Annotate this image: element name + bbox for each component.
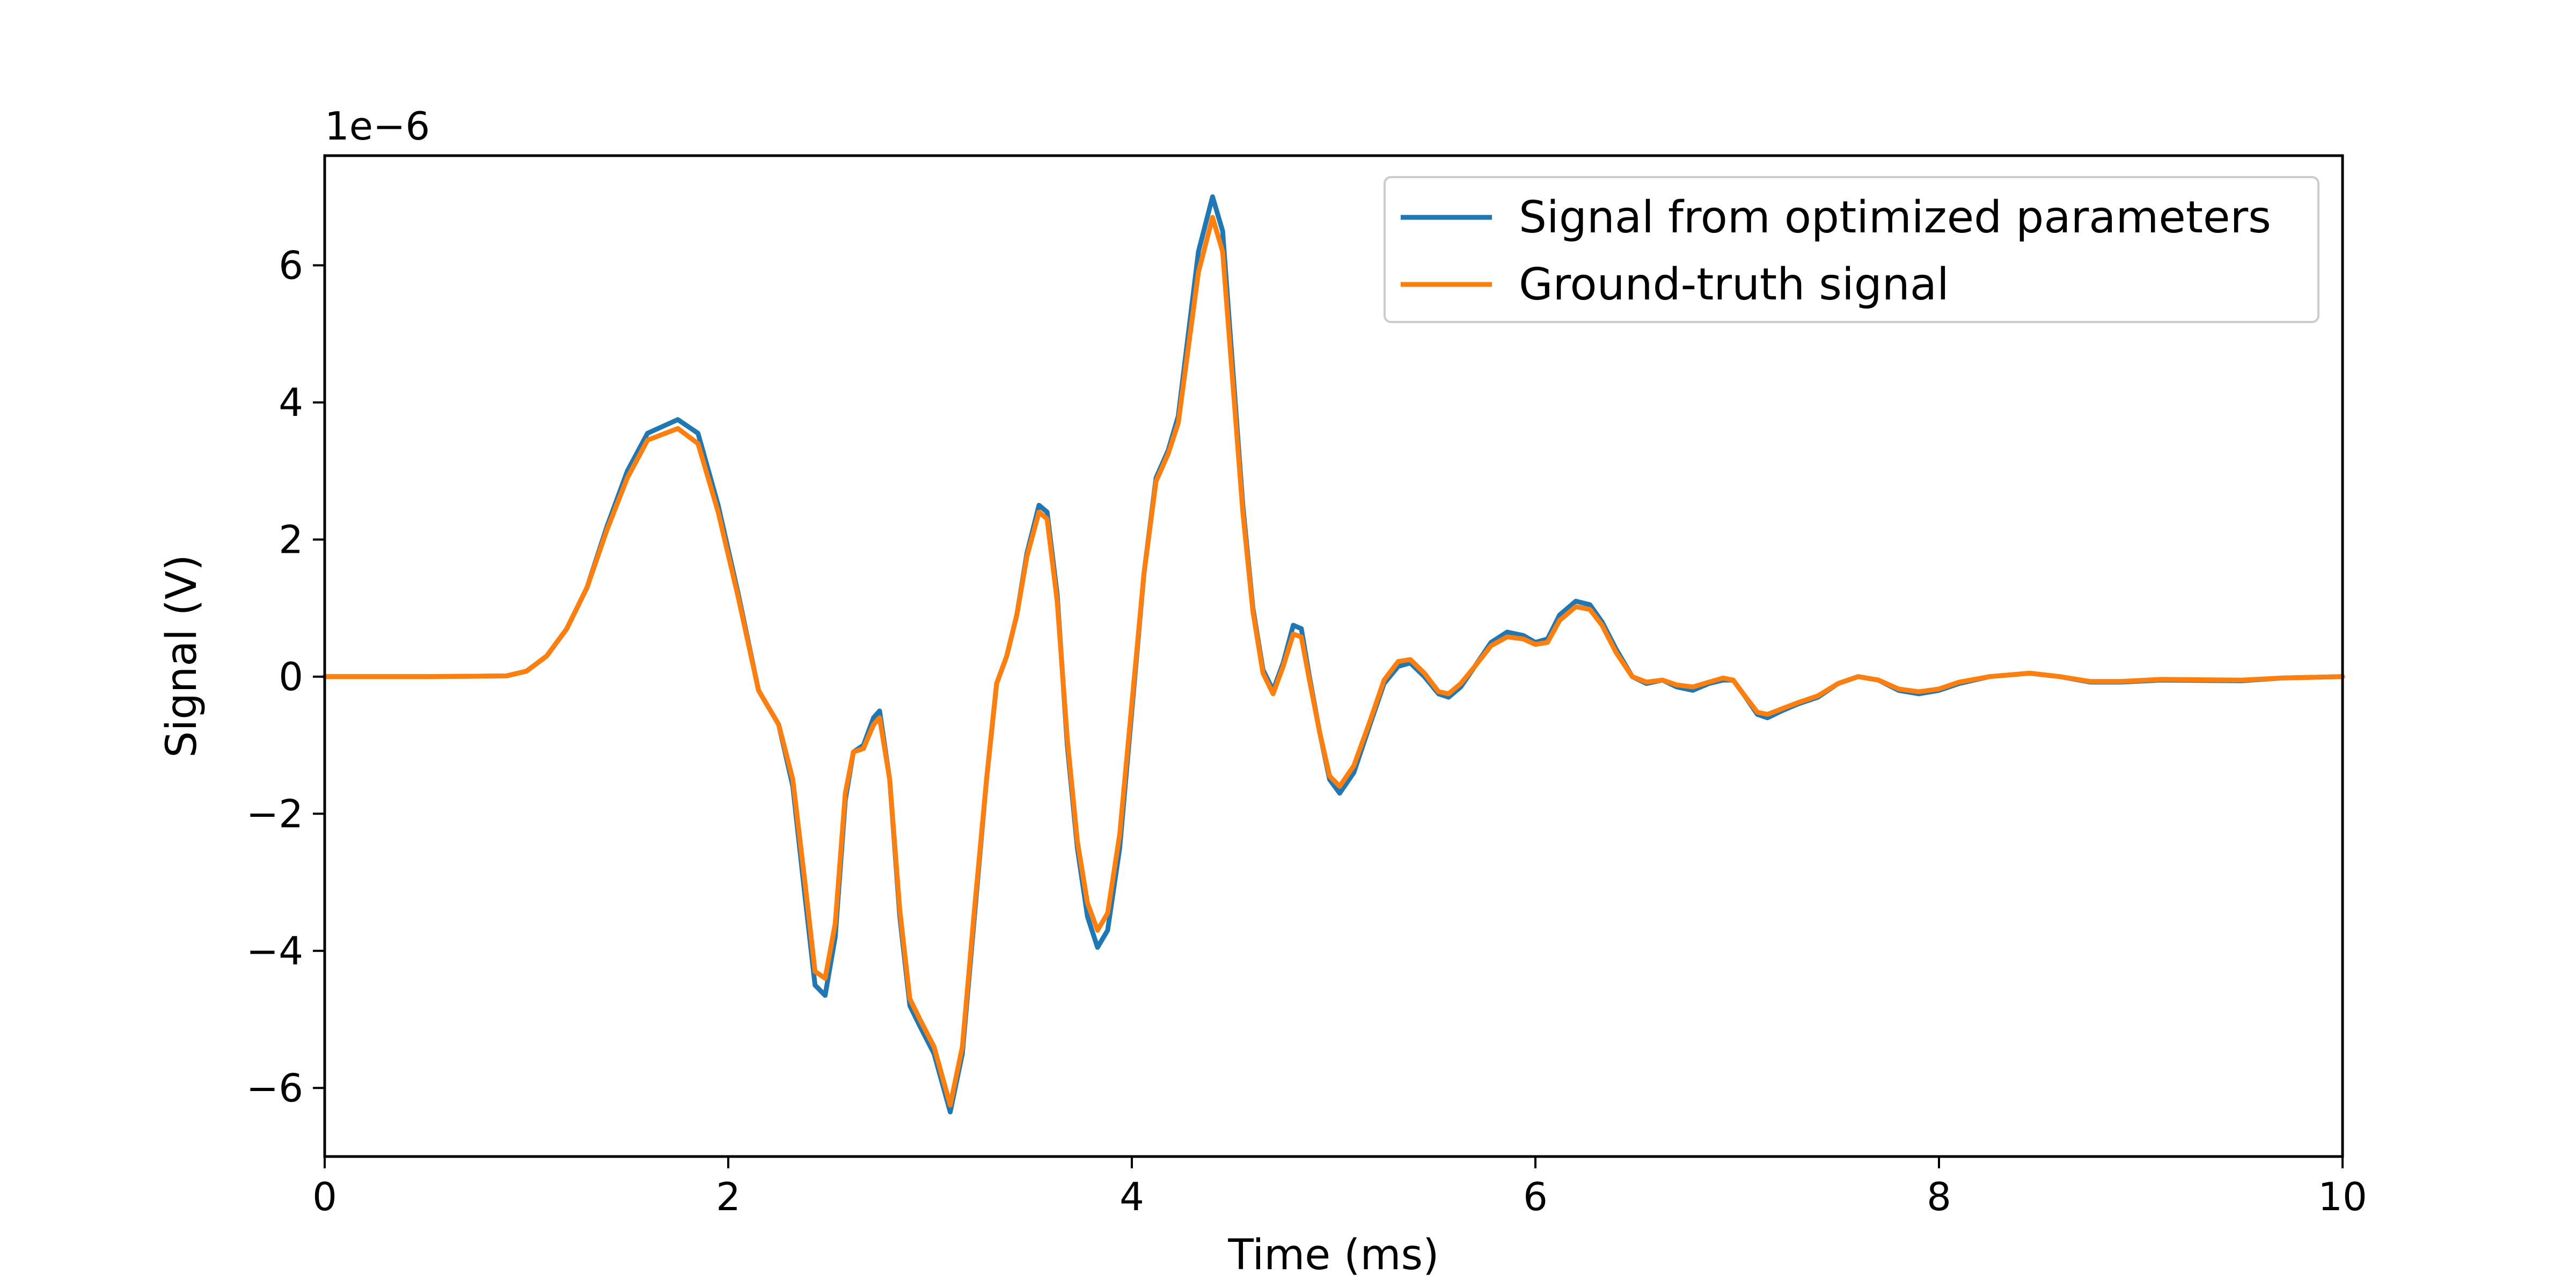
x-tick-label: 6 <box>1523 1174 1548 1219</box>
x-tick-label: 8 <box>1927 1174 1951 1219</box>
legend: Signal from optimized parameters Ground-t… <box>1384 176 2319 323</box>
y-axis-ticks: −6 −4 −2 0 2 4 6 <box>246 243 325 1110</box>
legend-entry-label: Signal from optimized parameters <box>1519 192 2271 243</box>
series-layer <box>322 194 2345 1115</box>
x-tick-label: 2 <box>716 1174 741 1219</box>
x-tick-label: 4 <box>1119 1174 1144 1219</box>
x-axis-ticks: 0 2 4 6 8 10 <box>312 1157 2367 1219</box>
x-tick-label: 10 <box>2318 1174 2367 1219</box>
legend-entry-label: Ground-truth signal <box>1519 259 1949 310</box>
y-offset-label: 1e−6 <box>325 104 430 149</box>
y-tick-label: 2 <box>279 517 303 562</box>
legend-box <box>1384 176 2319 323</box>
series-line-ground-truth <box>322 215 2345 1108</box>
y-tick-label: −4 <box>246 928 303 974</box>
y-tick-label: −2 <box>246 791 303 836</box>
x-axis-label: Time (ms) <box>1227 1231 1439 1279</box>
y-tick-label: 6 <box>279 243 303 288</box>
y-tick-label: −6 <box>246 1065 303 1110</box>
axes-frame <box>323 154 2344 1158</box>
plot-area <box>322 154 2345 1158</box>
y-tick-label: 4 <box>279 380 303 425</box>
y-axis-label: Signal (V) <box>158 554 206 758</box>
x-tick-label: 0 <box>312 1174 337 1219</box>
y-tick-label: 0 <box>279 654 303 699</box>
